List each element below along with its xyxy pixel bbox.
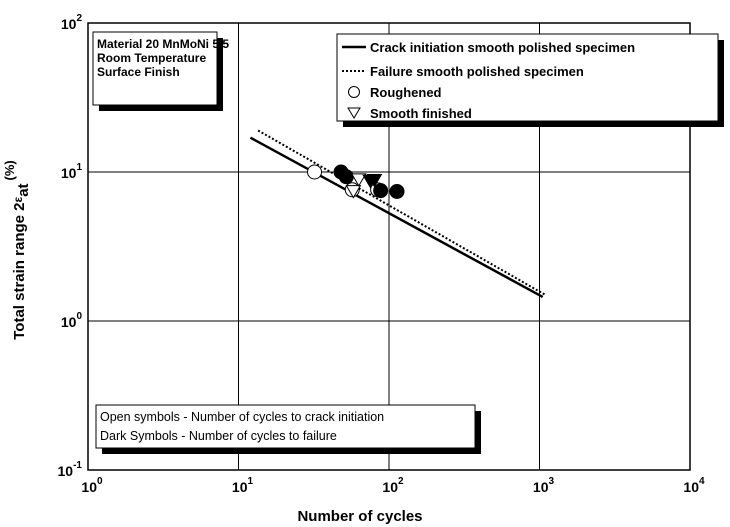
tick-exponent: 0 xyxy=(76,311,82,322)
data-line xyxy=(249,136,544,299)
data-point xyxy=(307,164,323,180)
y-axis-label: Total strain range 2εat (%) xyxy=(2,160,32,340)
tick-label: 101 xyxy=(232,476,254,495)
data-point xyxy=(338,169,354,185)
data-point xyxy=(373,183,389,199)
legend-label: Smooth finished xyxy=(370,106,472,121)
tick-base: 10 xyxy=(61,16,77,32)
annotation: Material 20 MnMoNi 5 5 xyxy=(97,37,229,51)
tick-exponent: 4 xyxy=(699,476,705,487)
annotation: Surface Finish xyxy=(97,65,180,79)
tick-exponent: 0 xyxy=(97,476,103,487)
tick-base: 10 xyxy=(683,479,699,495)
annotation: Dark Symbols - Number of cycles to failu… xyxy=(100,429,337,443)
tick-label: 102 xyxy=(382,476,404,495)
tick-label: 100 xyxy=(81,476,103,495)
annotation: Room Temperature xyxy=(97,51,206,65)
tick-exponent: 2 xyxy=(398,476,404,487)
tick-base: 10 xyxy=(61,165,77,181)
tick-label: 104 xyxy=(683,476,705,495)
x-axis-label: Number of cycles xyxy=(297,508,422,525)
legend-label: Failure smooth polished specimen xyxy=(370,64,584,79)
y-axis-label-sub: at xyxy=(15,183,32,196)
y-axis-label-text: Total strain range 2 xyxy=(11,203,28,340)
tick-base: 10 xyxy=(61,314,77,330)
tick-exponent: -1 xyxy=(73,460,82,471)
legend-label: Roughened xyxy=(370,85,442,100)
tick-label: 101 xyxy=(61,162,83,181)
note-box xyxy=(95,404,476,449)
tick-exponent: 1 xyxy=(76,162,82,173)
tick-base: 10 xyxy=(232,479,248,495)
material-box xyxy=(92,31,218,106)
data-line xyxy=(257,129,546,296)
y-axis-label-symbol: ε xyxy=(11,197,25,203)
legend-marker xyxy=(348,86,360,98)
tick-label: 10-1 xyxy=(58,460,83,479)
tick-label: 103 xyxy=(533,476,555,495)
legend-marker xyxy=(347,107,361,119)
data-point xyxy=(389,183,405,199)
annotation: Open symbols - Number of cycles to crack… xyxy=(100,410,384,424)
tick-label: 100 xyxy=(61,311,83,330)
tick-base: 10 xyxy=(58,463,74,479)
tick-base: 10 xyxy=(533,479,549,495)
data-point xyxy=(366,174,383,188)
legend xyxy=(336,33,719,122)
data-point xyxy=(345,185,362,199)
data-point xyxy=(350,173,367,187)
y-axis-label-unit: (%) xyxy=(2,160,17,180)
tick-base: 10 xyxy=(382,479,398,495)
legend-label: Crack initiation smooth polished specime… xyxy=(370,40,635,55)
tick-exponent: 2 xyxy=(76,13,82,24)
tick-label: 102 xyxy=(61,13,83,32)
tick-base: 10 xyxy=(81,479,97,495)
tick-exponent: 3 xyxy=(549,476,555,487)
tick-exponent: 1 xyxy=(248,476,254,487)
